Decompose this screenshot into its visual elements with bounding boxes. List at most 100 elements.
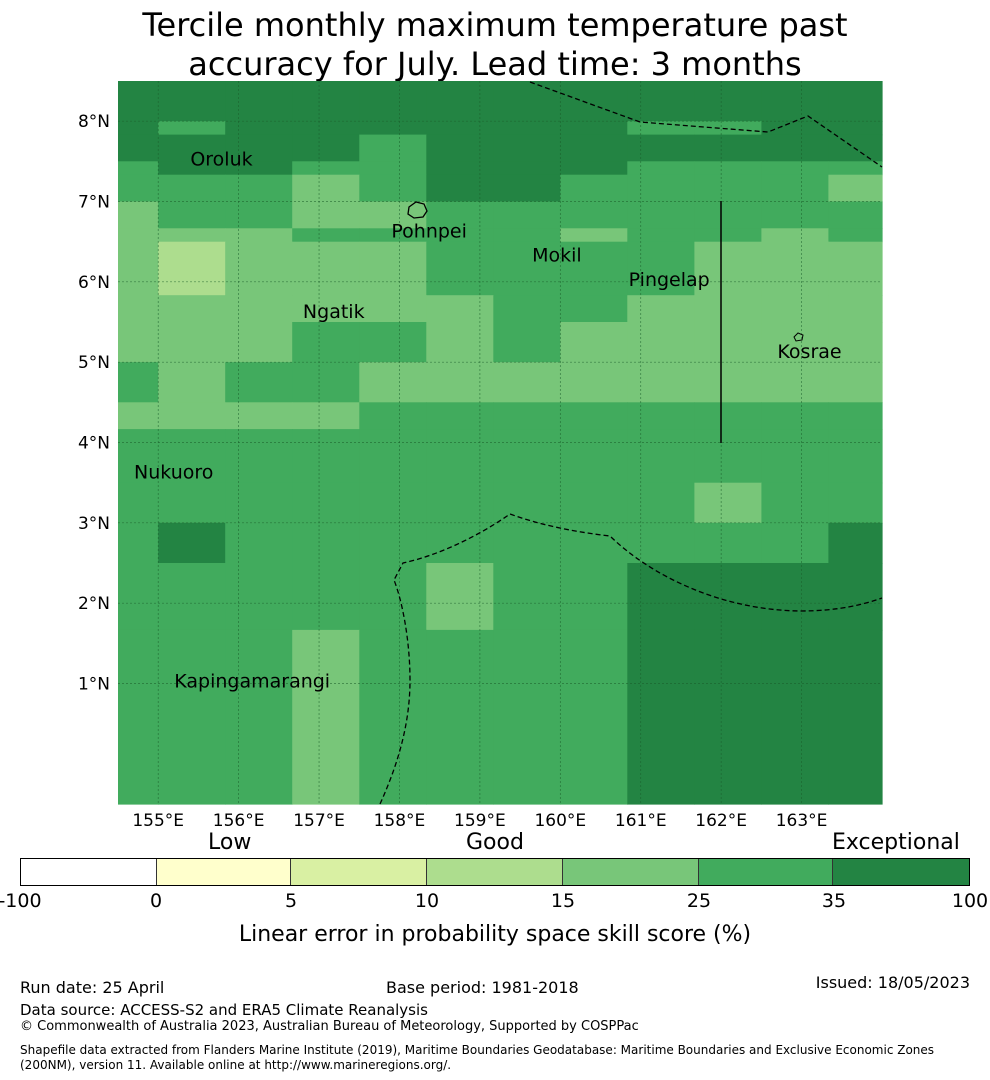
grid-cell [158, 322, 226, 363]
grid-cell [426, 241, 494, 296]
grid-cell [560, 482, 628, 524]
grid-cell [694, 563, 762, 631]
grid-cell [493, 429, 561, 484]
colorbar-tick-label: 100 [951, 890, 989, 912]
grid-cell [359, 522, 427, 564]
grid-cell [292, 482, 360, 524]
grid-cell [426, 295, 494, 323]
grid-cell [828, 161, 883, 176]
colorbar-segment-5 [698, 859, 834, 885]
grid-cell [359, 121, 427, 136]
grid-cell [627, 429, 695, 484]
grid-cell [225, 121, 293, 136]
grid-cell [292, 322, 360, 363]
grid-cell [292, 402, 360, 430]
grid-cell [158, 629, 226, 805]
grid-cell [694, 201, 762, 229]
eez-boundary-south [379, 513, 883, 805]
lon-tick-label: 158°E [374, 811, 426, 831]
skill-map: Oroluk Pohnpei Mokil Pingelap Ngatik Kosrae Nu… [78, 81, 883, 831]
grid-cell [292, 161, 360, 176]
place-labels: Oroluk Pohnpei Mokil Pingelap Ngatik Kosrae Nu… [134, 148, 842, 692]
grid-cell [828, 295, 883, 323]
colorbar-tick-label: -100 [0, 890, 42, 912]
grid-cell [359, 362, 427, 403]
grid-cell [225, 174, 293, 203]
grid-cell [493, 81, 561, 122]
grid-cell [627, 322, 695, 363]
grid-cell [158, 134, 226, 162]
lon-tick-label: 157°E [293, 811, 345, 831]
grid-cell [627, 629, 695, 805]
grid-cell [292, 174, 360, 203]
place-label-kapingamarangi: Kapingamarangi [174, 670, 330, 692]
colorbar-tick-label: 15 [550, 890, 576, 912]
grid-cell [560, 429, 628, 484]
grid-cell [359, 81, 427, 122]
grid-cell [158, 429, 226, 484]
grid-cell [493, 629, 561, 805]
grid-cell [426, 563, 494, 631]
lat-tick-label: 6°N [78, 273, 110, 293]
lon-tick-label: 163°E [776, 811, 828, 831]
grid-cell [560, 174, 628, 203]
pohnpei-outline-icon [407, 201, 428, 219]
lon-tick-label: 155°E [132, 811, 184, 831]
grid-cell [828, 362, 883, 403]
grid-cell [225, 563, 293, 631]
map-features [379, 81, 883, 805]
grid-cell [761, 134, 829, 162]
colorbar-segment-6 [833, 859, 970, 885]
grid-cell [493, 402, 561, 430]
grid-cell [292, 629, 360, 805]
colorbar-segment-4 [562, 859, 699, 885]
grid-cell [359, 563, 427, 631]
grid-cell [359, 161, 427, 176]
grid-cell [359, 241, 427, 296]
grid-cell [158, 121, 226, 136]
grid-cell [426, 228, 494, 243]
grid-cell [560, 629, 628, 805]
grid-cell [627, 402, 695, 430]
grid-cell [426, 429, 494, 484]
grid-cell [426, 522, 494, 564]
grid-cell [359, 482, 427, 524]
grid-cell [627, 134, 695, 162]
grid-cell [158, 81, 226, 122]
grid-cell [828, 402, 883, 430]
grid-cell [158, 362, 226, 403]
grid-cell [118, 228, 159, 243]
grid-cell [761, 295, 829, 323]
grid-cell [694, 121, 762, 136]
grid-cell [694, 429, 762, 484]
grid-cell [292, 121, 360, 136]
grid-cell [694, 228, 762, 243]
grid-cell [493, 161, 561, 176]
grid-cell [426, 174, 494, 203]
grid-cell [426, 402, 494, 430]
grid-cell [560, 134, 628, 162]
grid-cell [560, 522, 628, 564]
grid-cell [761, 429, 829, 484]
grid-cell [118, 563, 159, 631]
grid-cell [493, 295, 561, 323]
grid-cell [158, 228, 226, 243]
grid-cell [118, 295, 159, 323]
place-label-nukuoro: Nukuoro [134, 462, 213, 484]
colorbar-tick-label: 5 [284, 890, 298, 912]
grid-cell [493, 322, 561, 363]
shapefile-line2: (200NM), version 11. Available online at… [20, 1058, 452, 1072]
grid-cell [694, 295, 762, 323]
issued-date: Issued: 18/05/2023 [815, 973, 970, 992]
skill-grid [118, 81, 883, 805]
lat-tick-label: 2°N [78, 594, 110, 614]
grid-cell [426, 629, 494, 805]
grid-cell [225, 362, 293, 403]
colorbar-tick-label: 35 [821, 890, 847, 912]
place-label-mokil: Mokil [532, 245, 582, 267]
grid-cell [225, 295, 293, 323]
category-low: Low [208, 830, 252, 855]
grid-cell [560, 322, 628, 363]
colorbar-segment-3 [427, 859, 563, 885]
grid-cell [761, 241, 829, 296]
